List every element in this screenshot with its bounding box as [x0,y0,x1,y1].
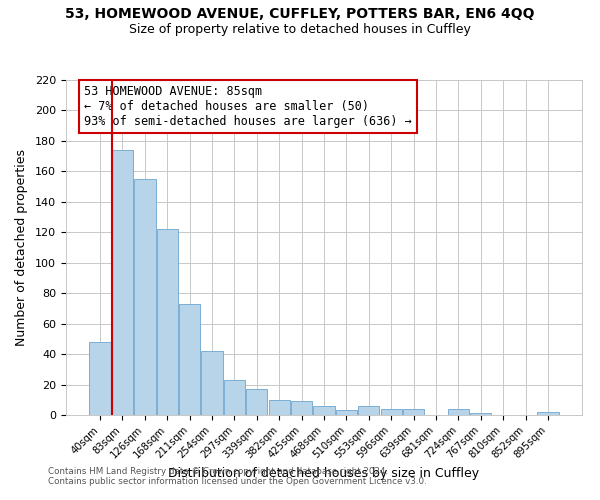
Bar [537,412,559,415]
Text: Size of property relative to detached houses in Cuffley: Size of property relative to detached ho… [129,22,471,36]
Bar [246,389,268,415]
Bar [470,414,491,415]
Bar [403,409,424,415]
Bar [448,409,469,415]
Bar [380,409,402,415]
Bar [89,342,111,415]
Text: 53 HOMEWOOD AVENUE: 85sqm
← 7% of detached houses are smaller (50)
93% of semi-d: 53 HOMEWOOD AVENUE: 85sqm ← 7% of detach… [84,85,412,128]
Bar [269,400,290,415]
Bar [112,150,133,415]
Bar [134,179,155,415]
Bar [313,406,335,415]
Text: Contains public sector information licensed under the Open Government Licence v3: Contains public sector information licen… [48,477,427,486]
Bar [202,351,223,415]
Y-axis label: Number of detached properties: Number of detached properties [15,149,28,346]
Bar [336,410,357,415]
Bar [224,380,245,415]
Bar [179,304,200,415]
X-axis label: Distribution of detached houses by size in Cuffley: Distribution of detached houses by size … [169,468,479,480]
Text: Contains HM Land Registry data © Crown copyright and database right 2024.: Contains HM Land Registry data © Crown c… [48,467,388,476]
Bar [358,406,379,415]
Bar [157,229,178,415]
Text: 53, HOMEWOOD AVENUE, CUFFLEY, POTTERS BAR, EN6 4QQ: 53, HOMEWOOD AVENUE, CUFFLEY, POTTERS BA… [65,8,535,22]
Bar [291,402,312,415]
